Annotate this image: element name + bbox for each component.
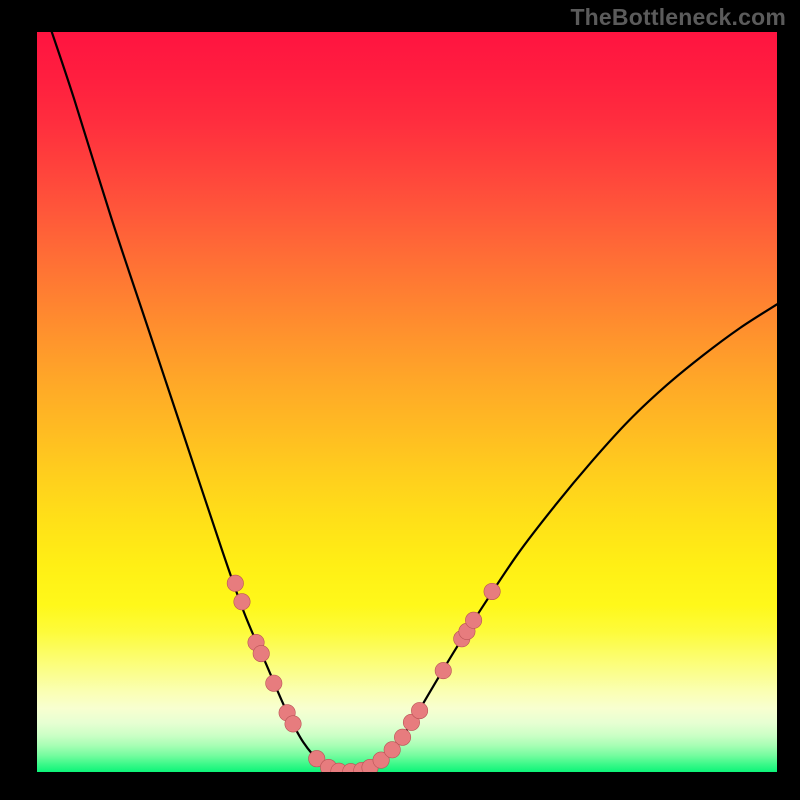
curve-marker [465, 612, 481, 628]
watermark-label: TheBottleneck.com [570, 4, 786, 31]
curve-marker [227, 575, 243, 591]
curve-marker [484, 583, 500, 599]
curve-marker [234, 594, 250, 610]
curve-marker [394, 729, 410, 745]
curve-marker [253, 645, 269, 661]
curve-marker [435, 662, 451, 678]
plot-area [37, 32, 777, 772]
bottleneck-chart-svg [0, 0, 800, 800]
curve-marker [285, 716, 301, 732]
curve-marker [266, 675, 282, 691]
curve-marker [411, 702, 427, 718]
chart-stage: TheBottleneck.com [0, 0, 800, 800]
